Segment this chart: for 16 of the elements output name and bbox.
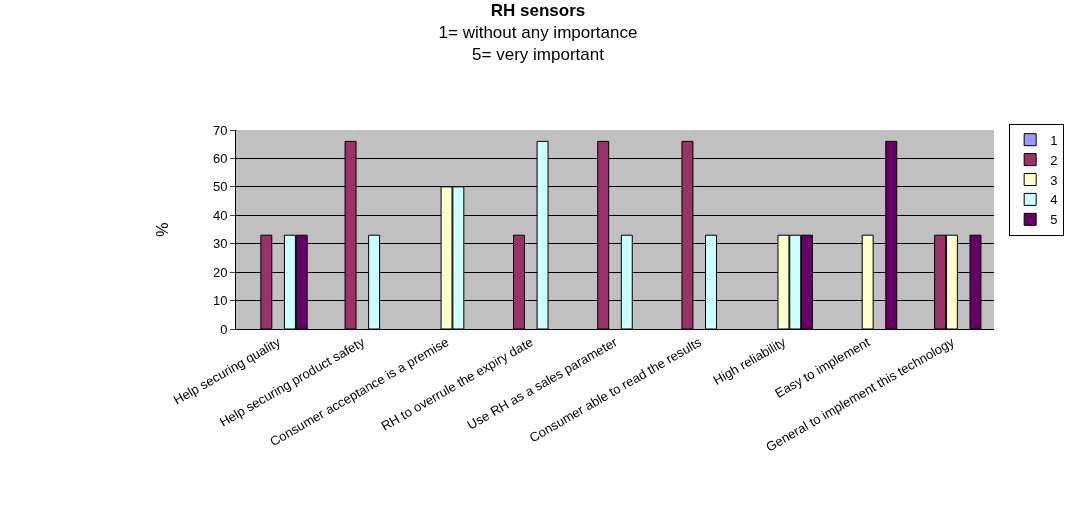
y-tick-label: 0 [220, 321, 228, 337]
y-tick-label: 30 [212, 236, 228, 252]
chart-subtitle: 1= without any importance 5= very important [438, 22, 638, 64]
y-tick-label: 20 [212, 264, 228, 280]
chart-title: RH sensors [490, 0, 586, 20]
y-tick-label: 50 [212, 179, 228, 195]
legend-label: 4 [1050, 192, 1058, 208]
y-axis-title: % [153, 222, 171, 237]
y-tick-label: 40 [212, 207, 228, 223]
y-tick-label: 10 [212, 293, 228, 309]
y-tick-label: 70 [212, 122, 228, 138]
legend-label: 3 [1050, 172, 1058, 188]
legend-label: 2 [1050, 152, 1058, 168]
y-tick-label: 60 [212, 150, 228, 166]
legend-label: 5 [1050, 212, 1058, 228]
legend-label: 1 [1050, 132, 1058, 148]
